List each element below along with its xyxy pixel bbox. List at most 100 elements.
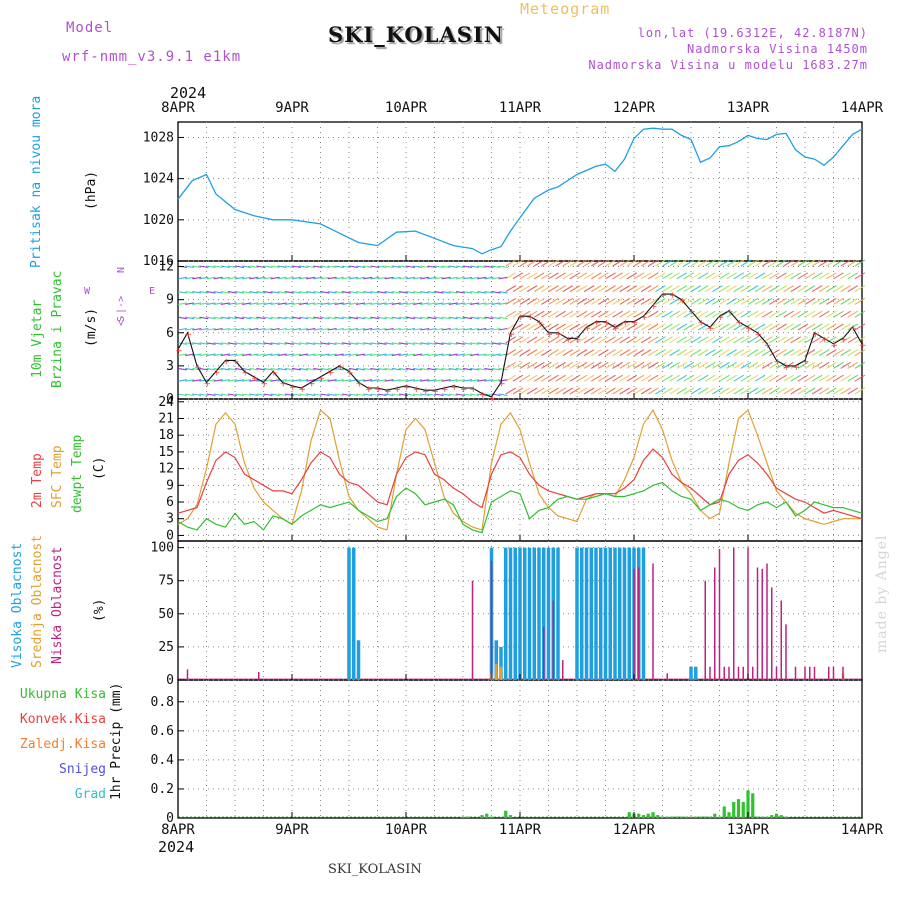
wind-barb xyxy=(633,387,645,395)
wind-barb xyxy=(626,336,638,344)
wind-barb xyxy=(512,374,524,382)
wind-barb xyxy=(740,387,752,395)
wind-barb xyxy=(313,393,323,397)
wind-barb xyxy=(676,272,688,280)
wind-barb xyxy=(356,265,366,269)
wind-barb xyxy=(761,387,773,395)
wind-barb xyxy=(348,393,359,397)
wind-barb xyxy=(533,285,545,293)
wind-barb xyxy=(420,353,430,357)
wind-barb xyxy=(790,272,802,280)
wind-barb xyxy=(847,361,859,369)
wind-barb xyxy=(619,387,631,395)
wind-barb xyxy=(726,387,737,395)
wind-barb xyxy=(533,374,545,382)
wind-barb xyxy=(384,353,394,357)
wind-barb xyxy=(548,374,559,382)
wind-barb xyxy=(498,276,508,280)
wind-speed-marker: + xyxy=(432,387,440,397)
wind-barb xyxy=(605,259,616,267)
wind-barb xyxy=(348,367,359,371)
wind-barb xyxy=(840,374,851,382)
wind-barb xyxy=(562,374,574,382)
wind-barb xyxy=(512,336,524,344)
wind-barb xyxy=(377,353,387,357)
wind-barb xyxy=(356,302,366,305)
wind-barb xyxy=(249,291,259,294)
wind-barb xyxy=(818,361,830,369)
wind-barb xyxy=(790,259,802,267)
temp-unit-label: (C) xyxy=(92,456,107,480)
wind-barb xyxy=(626,285,638,293)
wind-barb xyxy=(769,323,780,331)
wind-barb xyxy=(227,367,237,371)
wind-speed-marker: + xyxy=(859,341,867,351)
wind-barb xyxy=(569,336,581,344)
y-tick-label: 1020 xyxy=(143,213,174,228)
wind-barb xyxy=(719,323,730,331)
wind-barb xyxy=(199,327,209,331)
wind-barb xyxy=(526,387,538,395)
wind-barb xyxy=(804,297,816,305)
wind-barb xyxy=(569,272,581,280)
wind-barb xyxy=(854,361,866,369)
wind-barb xyxy=(769,349,780,357)
wind-barb xyxy=(769,374,780,382)
wind-barb xyxy=(505,349,517,357)
wind-barb xyxy=(334,379,344,382)
wind-barb xyxy=(690,374,702,382)
wind-barb xyxy=(213,316,223,320)
wind-speed-marker: + xyxy=(413,385,421,395)
wind-barb xyxy=(484,342,494,345)
wind-barb xyxy=(455,342,465,345)
wind-barb xyxy=(712,285,723,293)
wind-barb xyxy=(590,310,602,318)
wind-barb xyxy=(242,276,252,280)
wind-barb xyxy=(498,265,508,269)
wind-barb xyxy=(619,272,631,280)
wind-barb xyxy=(220,342,230,345)
wind-speed-marker: + xyxy=(280,379,288,389)
wind-barb xyxy=(270,367,280,371)
total-precip-bar xyxy=(694,816,698,818)
wind-barb xyxy=(185,302,195,305)
wind-barb xyxy=(655,285,666,293)
wind-barb xyxy=(334,367,344,371)
wind-barb xyxy=(498,302,508,305)
wind-barb xyxy=(712,361,723,369)
wind-barb xyxy=(676,374,688,382)
wind-barb xyxy=(370,276,380,280)
wind-barb xyxy=(719,297,730,305)
wind-barb xyxy=(462,316,473,320)
wind-barb xyxy=(598,310,609,318)
wind-barb xyxy=(697,374,709,382)
total-precip-bar xyxy=(751,793,755,818)
low-cloud-bar xyxy=(794,666,797,680)
wind-barb xyxy=(683,374,695,382)
high-cloud-bar xyxy=(499,646,503,680)
total-precip-bar xyxy=(461,816,465,818)
wind-barb xyxy=(413,276,423,280)
wind-barb xyxy=(177,302,188,305)
wind-barb xyxy=(854,374,866,382)
wind-barb xyxy=(655,349,666,357)
wind-barb xyxy=(299,327,309,331)
wind-barb xyxy=(640,349,652,357)
wind-barb xyxy=(712,259,723,267)
wind-barb xyxy=(612,361,623,369)
wind-speed-marker: + xyxy=(460,385,468,395)
wind-barb xyxy=(306,353,316,357)
wind-barb xyxy=(612,272,623,280)
wind-barb xyxy=(761,297,773,305)
wind-speed-marker: + xyxy=(327,368,335,378)
high-cloud-bar xyxy=(527,547,532,680)
total-precip-bar xyxy=(480,815,484,818)
wind-barb xyxy=(569,310,581,318)
y-tick-label: 0.4 xyxy=(151,753,175,768)
wind-speed-marker: + xyxy=(707,324,715,334)
wind-barb xyxy=(384,316,394,320)
wind-barb xyxy=(256,353,266,357)
wind-barb xyxy=(712,387,723,395)
wind-barb xyxy=(826,361,837,369)
wind-barb xyxy=(377,316,387,320)
